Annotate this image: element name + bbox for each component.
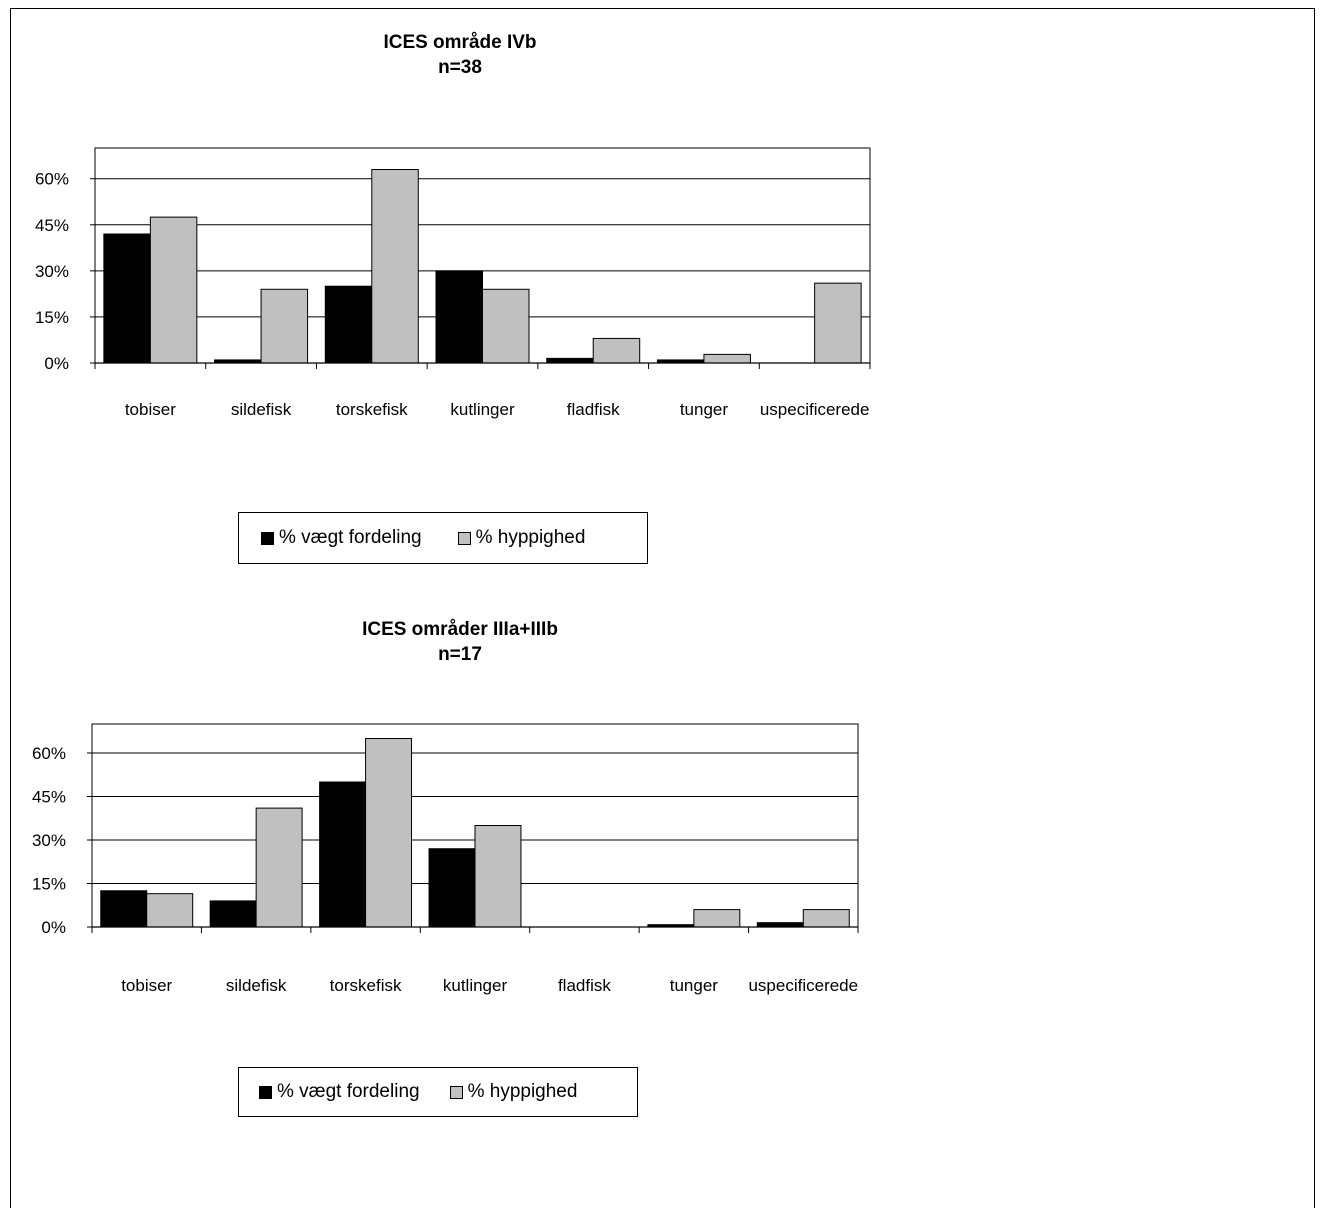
bar-frequency-sildefisk [260, 288, 309, 364]
legend-item-frequency: % hyppighed [457, 527, 586, 549]
bar-frequency-torskefisk [371, 169, 419, 364]
x-category-label: tunger [680, 400, 729, 419]
chart-2-title: ICES områder IIIa+IIIb [362, 619, 558, 640]
legend-item-frequency: % hyppighed [449, 1081, 578, 1103]
legend-label-frequency: % hyppighed [467, 1081, 578, 1102]
bar-weight-kutlinger [435, 270, 483, 364]
legend-label-frequency: % hyppighed [475, 527, 586, 548]
chart-1-title-block: ICES område IVb n=38 [240, 30, 680, 80]
x-category-label: fladfisk [567, 400, 620, 419]
chart-2-title-block: ICES områder IIIa+IIIb n=17 [240, 617, 680, 667]
x-category-label: tobiser [125, 400, 176, 419]
x-category-label: torskefisk [336, 400, 408, 419]
chart-1-subtitle: n=38 [438, 57, 482, 78]
legend-swatch-frequency [449, 1085, 463, 1099]
y-tick-label: 15% [35, 308, 69, 327]
legend-label-weight: % vægt fordeling [279, 527, 422, 548]
bar-frequency-tobiser [149, 216, 198, 364]
legend-item-weight: % vægt fordeling [261, 527, 422, 549]
page-frame [10, 8, 1315, 1208]
bar-frequency-tunger [703, 353, 751, 364]
legend-swatch-frequency [457, 531, 471, 545]
bar-frequency-uspecificerede [814, 282, 862, 364]
bar-weight-tobiser [103, 233, 151, 364]
bar-frequency-fladfisk [592, 337, 641, 364]
bar-weight-fladfisk [546, 357, 594, 364]
legend-label-weight: % vægt fordeling [277, 1081, 420, 1102]
y-tick-label: 60% [35, 170, 69, 189]
chart-1-plot: 0% 15% 30% 45% 60% tobiser sildefisk torskefisk… [35, 147, 871, 419]
legend-item-weight: % vægt fordeling [259, 1081, 420, 1103]
chart-1-legend: % vægt fordeling % hyppighed [238, 512, 648, 564]
y-tick-label: 30% [35, 262, 69, 281]
legend-swatch-weight [259, 1085, 272, 1099]
chart-1-title: ICES område IVb [383, 32, 537, 53]
y-tick-label: 45% [35, 216, 69, 235]
x-category-label: uspecificerede [760, 400, 870, 419]
bar-frequency-kutlinger [482, 288, 530, 364]
x-category-label: sildefisk [231, 400, 292, 419]
x-category-label: kutlinger [450, 400, 515, 419]
y-tick-label: 0% [44, 354, 69, 373]
bar-weight-torskefisk [324, 285, 373, 364]
chart-2-subtitle: n=17 [438, 644, 482, 665]
chart-2-legend: % vægt fordeling % hyppighed [238, 1067, 638, 1117]
legend-swatch-weight [261, 531, 274, 545]
